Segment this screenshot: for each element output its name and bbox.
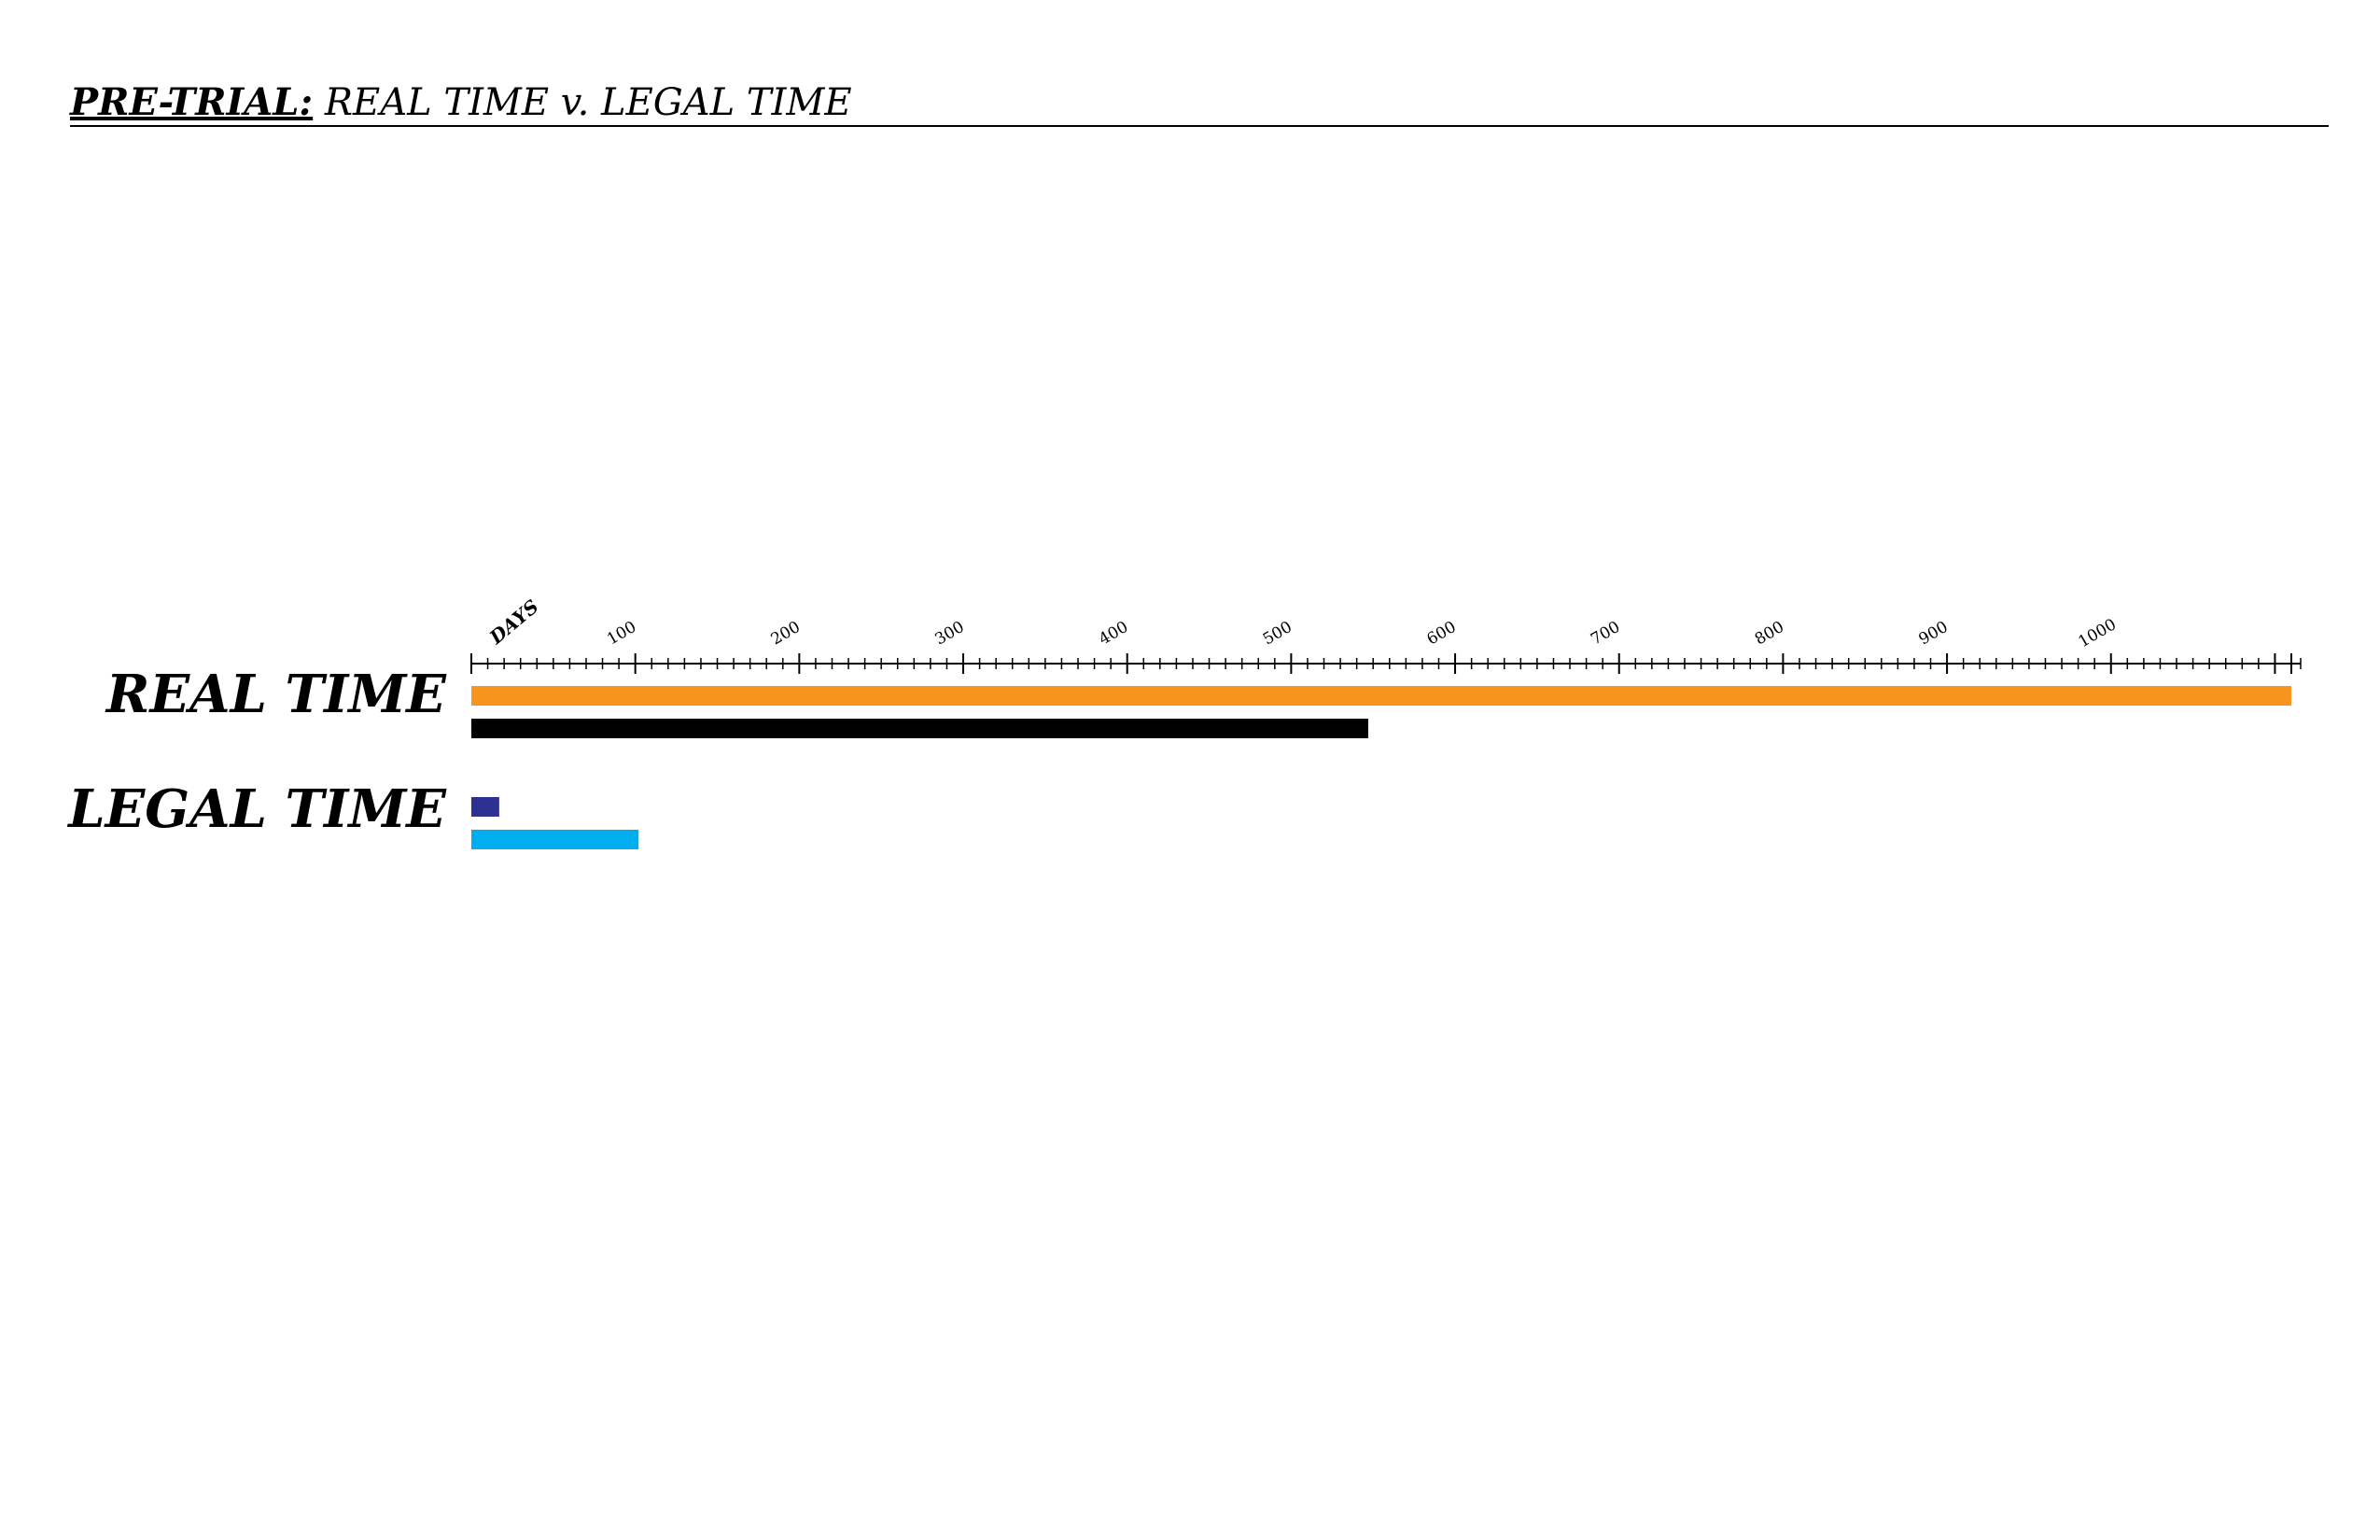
tick-label: 800 <box>1752 618 1787 650</box>
tick-label: 300 <box>931 618 967 650</box>
days-axis: 100 200 300 400 500 600 700 800 900 1000 DAYS <box>470 595 2302 674</box>
title-rest-part: REAL TIME v. LEGAL TIME <box>324 81 852 124</box>
bar-legal-time-1 <box>471 797 499 817</box>
tick-label: 900 <box>1916 618 1952 650</box>
bar-real-time-2 <box>471 719 1368 738</box>
tick-label: 500 <box>1260 618 1295 650</box>
tick-label: 100 <box>604 618 639 650</box>
row-label-real-time: REAL TIME <box>105 664 447 725</box>
bar-real-time-1 <box>471 686 2291 706</box>
tick-label: 700 <box>1588 618 1623 650</box>
axis-unit-label: DAYS <box>484 595 543 649</box>
tick-label: 200 <box>768 618 804 650</box>
row-label-legal-time: LEGAL TIME <box>66 778 447 840</box>
bars <box>471 686 2291 849</box>
page-title: PRE-TRIAL: REAL TIME v. LEGAL TIME <box>70 80 852 125</box>
tick-label: 400 <box>1096 618 1131 650</box>
tick-label: 1000 <box>2076 615 2120 651</box>
title-bold-part: PRE-TRIAL: <box>70 80 314 124</box>
row-labels: REAL TIME LEGAL TIME <box>66 664 447 840</box>
page-header: PRE-TRIAL: REAL TIME v. LEGAL TIME <box>70 80 2329 127</box>
bar-legal-time-2 <box>471 830 639 849</box>
tick-label: 600 <box>1424 618 1460 650</box>
